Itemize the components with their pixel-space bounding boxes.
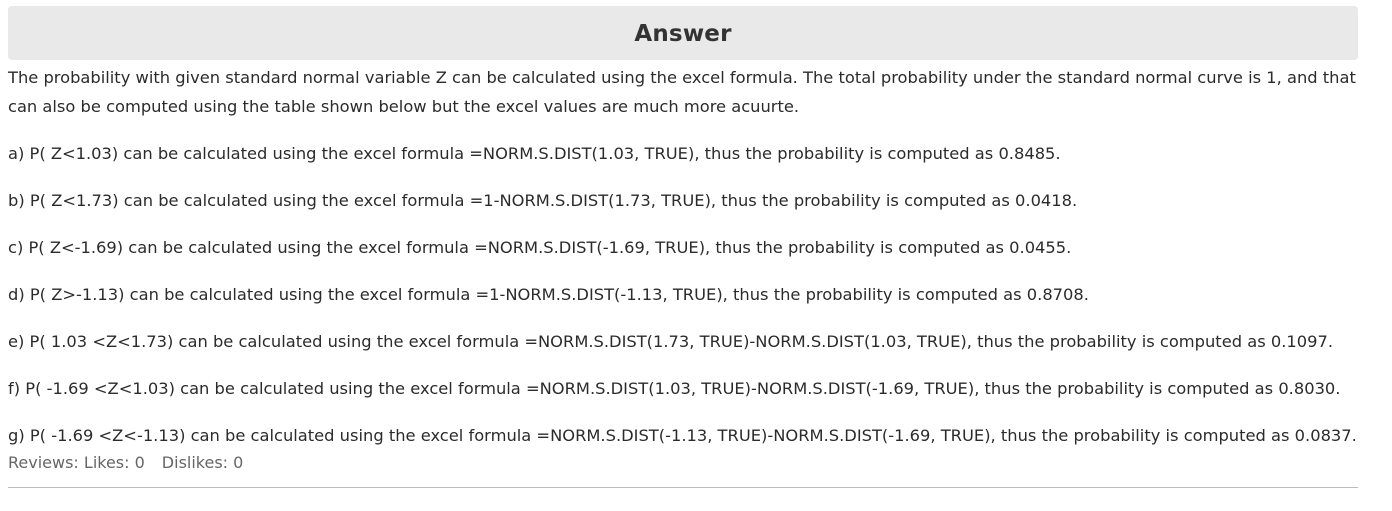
answer-parts-list: a) P( Z<1.03) can be calculated using th… [8,139,1358,450]
answer-part-g: g) P( -1.69 <Z<-1.13) can be calculated … [8,426,1357,445]
answer-title: Answer [634,21,732,47]
answer-intro: The probability with given standard norm… [8,68,1356,116]
answer-part-a: a) P( Z<1.03) can be calculated using th… [8,144,1061,163]
dislikes-count[interactable]: Dislikes: 0 [161,453,244,472]
answer-section: Answer The probability with given standa… [8,6,1358,488]
answer-header: Answer [8,6,1358,60]
likes-count[interactable]: Reviews: Likes: 0 [8,453,145,472]
answer-part-f: f) P( -1.69 <Z<1.03) can be calculated u… [8,379,1341,398]
answer-part-c: c) P( Z<-1.69) can be calculated using t… [8,238,1072,257]
answer-part-e: e) P( 1.03 <Z<1.73) can be calculated us… [8,332,1333,351]
answer-part-d: d) P( Z>-1.13) can be calculated using t… [8,285,1089,304]
answer-part-b: b) P( Z<1.73) can be calculated using th… [8,191,1078,210]
section-divider [8,487,1358,488]
answer-body: The probability with given standard norm… [8,62,1358,475]
reviews-bar: Reviews: Likes: 0 Dislikes: 0 [8,451,1358,475]
